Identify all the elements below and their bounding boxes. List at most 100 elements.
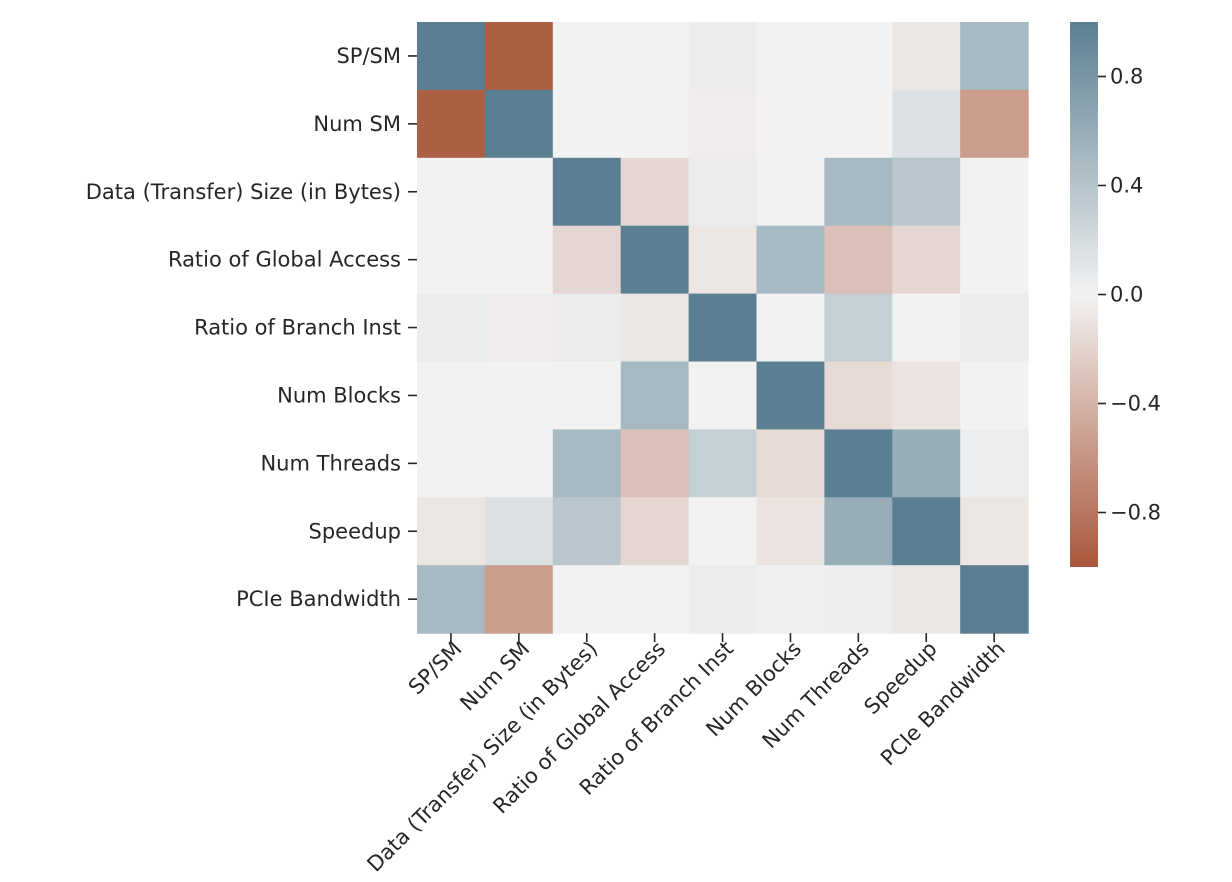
x-tick-label-pcie-bandwidth: PCIe Bandwidth <box>876 637 1010 771</box>
heatmap-cell <box>824 429 893 498</box>
heatmap-cell <box>892 293 961 363</box>
heatmap-cell <box>417 293 486 363</box>
heatmap-cell <box>824 565 893 634</box>
heatmap-cell <box>960 22 1029 91</box>
y-tick-label-ratio-of-branch-inst: Ratio of Branch Inst <box>194 316 401 340</box>
heatmap-cell <box>417 497 486 566</box>
heatmap-cell <box>484 497 554 566</box>
heatmap-cell <box>756 293 825 363</box>
colorbar-tick-label: 0.4 <box>1110 174 1143 198</box>
colorbar-tick-label: 0.0 <box>1110 283 1143 307</box>
heatmap-cell <box>688 497 758 566</box>
heatmap-cell <box>960 293 1029 363</box>
heatmap-cell <box>756 225 825 295</box>
heatmap-cell <box>620 429 690 498</box>
heatmap-cell <box>688 89 758 159</box>
heatmap-cell <box>824 22 893 91</box>
y-tick-label-pcie-bandwidth: PCIe Bandwidth <box>236 587 401 611</box>
colorbar-tick-label: 0.8 <box>1110 65 1143 89</box>
colorbar-tick-label: −0.4 <box>1110 392 1161 416</box>
heatmap-cell <box>552 157 622 227</box>
heatmap-cell <box>688 429 758 498</box>
y-axis-tick-labels: SP/SM Num SM Data (Transfer) Size (in Byte… <box>86 44 417 611</box>
heatmap-cell <box>417 429 486 498</box>
heatmap-cell <box>960 497 1029 566</box>
heatmap-cell <box>417 22 486 91</box>
x-tick-label-sp-sm: SP/SM <box>404 637 467 700</box>
heatmap-cell <box>620 225 690 295</box>
heatmap-cell <box>484 22 554 91</box>
colorbar-gradient <box>1070 22 1098 567</box>
heatmap-cell <box>484 293 554 363</box>
heatmap-cell <box>552 429 622 498</box>
heatmap-cell <box>552 22 622 91</box>
heatmap-cell <box>417 225 486 295</box>
heatmap-cell <box>484 565 554 634</box>
y-tick-label-num-blocks: Num Blocks <box>277 383 401 407</box>
heatmap-cell <box>960 157 1029 227</box>
heatmap-cell <box>552 89 622 159</box>
heatmap-cell <box>620 497 690 566</box>
y-tick-label-sp-sm: SP/SM <box>336 44 401 68</box>
heatmap-cell <box>756 361 825 430</box>
heatmap-cell <box>688 22 758 91</box>
heatmap-cell <box>960 225 1029 295</box>
heatmap-cell <box>688 361 758 430</box>
heatmap-cell <box>417 565 486 634</box>
heatmap-cell <box>892 225 961 295</box>
heatmap-cell <box>620 565 690 634</box>
heatmap-cell <box>960 565 1029 634</box>
heatmap-cell <box>620 361 690 430</box>
heatmap-cell <box>960 89 1029 159</box>
y-tick-label-data-transfer-size-in-bytes: Data (Transfer) Size (in Bytes) <box>86 180 401 204</box>
heatmap-cell <box>824 225 893 295</box>
heatmap-cell <box>892 497 961 566</box>
colorbar: 0.8 0.4 0.0 −0.4 −0.8 <box>1070 22 1161 567</box>
heatmap-cell <box>756 22 825 91</box>
heatmap-cell <box>484 225 554 295</box>
heatmap-cell <box>552 361 622 430</box>
heatmap-cell <box>756 157 825 227</box>
heatmap-cell <box>892 429 961 498</box>
heatmap-cell <box>688 293 758 363</box>
heatmap-cell <box>484 157 554 227</box>
heatmap-cell <box>824 361 893 430</box>
heatmap-cell <box>688 565 758 634</box>
heatmap-cell <box>620 157 690 227</box>
heatmap-cell <box>620 89 690 159</box>
heatmap-cell <box>417 89 486 159</box>
heatmap-cell <box>552 565 622 634</box>
heatmap-cell <box>824 497 893 566</box>
heatmap-cell <box>824 293 893 363</box>
heatmap-cell <box>484 429 554 498</box>
heatmap-cell <box>756 429 825 498</box>
heatmap-cell <box>620 293 690 363</box>
heatmap-cell <box>688 157 758 227</box>
heatmap-cell <box>824 89 893 159</box>
y-tick-label-num-sm: Num SM <box>313 112 401 136</box>
colorbar-tick-label: −0.8 <box>1110 501 1161 525</box>
heatmap-cell <box>417 361 486 430</box>
heatmap-cell <box>960 361 1029 430</box>
heatmap-cells <box>417 22 1029 634</box>
y-tick-label-num-threads: Num Threads <box>260 451 401 475</box>
heatmap-cell <box>756 89 825 159</box>
heatmap-cell <box>756 497 825 566</box>
heatmap-cell <box>892 565 961 634</box>
heatmap-cell <box>892 22 961 91</box>
heatmap-cell <box>688 225 758 295</box>
heatmap-cell <box>552 497 622 566</box>
heatmap-cell <box>620 22 690 91</box>
heatmap-cell <box>892 89 961 159</box>
heatmap-cell <box>824 157 893 227</box>
heatmap-cell <box>960 429 1029 498</box>
heatmap-cell <box>484 361 554 430</box>
heatmap-cell <box>417 157 486 227</box>
heatmap-cell <box>892 157 961 227</box>
heatmap-cell <box>552 225 622 295</box>
heatmap-cell <box>484 89 554 159</box>
y-tick-label-ratio-of-global-access: Ratio of Global Access <box>168 248 401 272</box>
y-tick-label-speedup: Speedup <box>309 519 401 543</box>
